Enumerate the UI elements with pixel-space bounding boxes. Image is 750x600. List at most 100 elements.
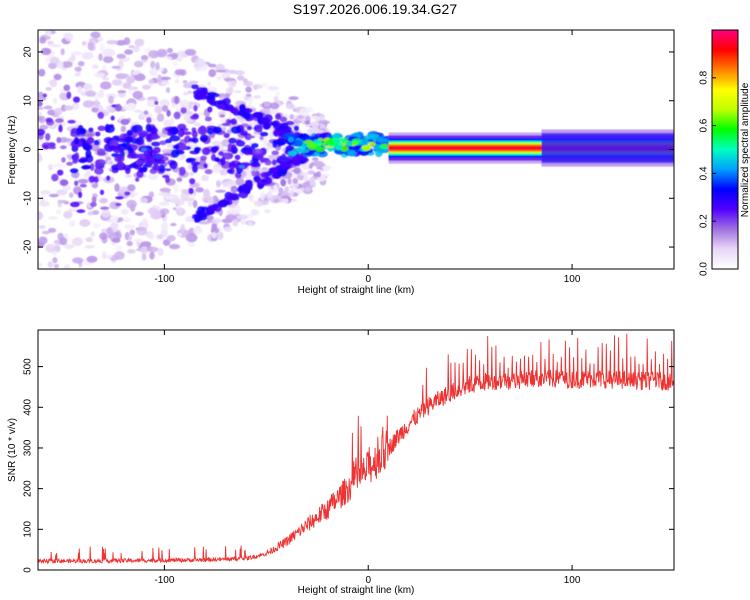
heatmap-cell bbox=[193, 104, 198, 112]
heatmap-cell bbox=[77, 178, 89, 184]
heatmap-cell bbox=[293, 125, 300, 132]
heatmap-cell bbox=[238, 165, 245, 169]
heatmap-cell bbox=[52, 163, 65, 168]
heatmap-cell bbox=[280, 195, 291, 199]
heatmap-cell bbox=[230, 125, 242, 134]
heatmap-cell bbox=[117, 217, 124, 222]
heatmap-cell bbox=[117, 90, 127, 94]
heatmap-cell bbox=[55, 118, 64, 123]
heatmap-cell bbox=[278, 163, 289, 170]
heatmap-cell bbox=[99, 197, 108, 204]
snr-ytick-label: 0 bbox=[23, 567, 34, 573]
heatmap-cell bbox=[110, 222, 119, 230]
heatmap-cell bbox=[261, 139, 269, 144]
heatmap-cell bbox=[126, 129, 133, 136]
heatmap-cell bbox=[234, 154, 241, 160]
heatmap-cell bbox=[38, 236, 48, 245]
heatmap-cell bbox=[273, 95, 279, 102]
heatmap-cell bbox=[61, 61, 73, 68]
heatmap-cell bbox=[219, 114, 226, 118]
heatmap-cell bbox=[270, 121, 279, 127]
heatmap-cell bbox=[102, 55, 114, 64]
heatmap-cell bbox=[175, 105, 181, 113]
heatmap-cell bbox=[134, 38, 145, 47]
heatmap-cell bbox=[275, 113, 282, 120]
heatmap-cell bbox=[237, 75, 245, 81]
heatmap-cell bbox=[337, 138, 346, 142]
heatmap-cell bbox=[51, 173, 59, 182]
heatmap-cell bbox=[43, 105, 53, 110]
heatmap-cell bbox=[256, 128, 263, 133]
heatmap-cell bbox=[206, 127, 214, 135]
heatmap-cell bbox=[185, 233, 198, 243]
heatmap-cell bbox=[45, 87, 52, 91]
heatmap-cell bbox=[207, 106, 213, 113]
heatmap-cell bbox=[177, 206, 183, 214]
heatmap-cell bbox=[47, 109, 56, 116]
heatmap-cell bbox=[90, 202, 97, 207]
heatmap-cell bbox=[243, 81, 253, 87]
snr-frame bbox=[37, 329, 675, 571]
heatmap-cell bbox=[102, 251, 107, 260]
heatmap-cell bbox=[180, 107, 187, 114]
snr-xlabel: Height of straight line (km) bbox=[298, 585, 415, 596]
heatmap-cell bbox=[297, 115, 304, 119]
heatmap-cell bbox=[154, 100, 159, 105]
heatmap-cell bbox=[70, 168, 79, 174]
heatmap-cell bbox=[287, 150, 297, 156]
heatmap-cell bbox=[194, 66, 201, 72]
chart-title: S197.2026.006.19.34.G27 bbox=[292, 1, 458, 17]
heatmap-cell bbox=[252, 148, 263, 155]
heatmap-cell bbox=[141, 253, 147, 261]
heatmap-cell bbox=[347, 149, 357, 157]
heatmap-cell bbox=[169, 160, 178, 170]
heatmap-cell bbox=[368, 141, 376, 147]
heatmap-cell bbox=[154, 105, 163, 114]
heatmap-cell bbox=[64, 243, 75, 250]
heatmap-cell bbox=[74, 66, 82, 72]
heatmap-cell bbox=[207, 91, 218, 96]
heatmap-cell bbox=[271, 159, 277, 166]
colorbar: 0.0 0.2 0.4 0.6 0.8 Normalized spectral ampl… bbox=[699, 29, 750, 276]
heatmap-cell bbox=[108, 145, 118, 151]
heatmap-cell bbox=[208, 121, 214, 126]
heatmap-cell bbox=[190, 142, 199, 149]
heatmap-cell bbox=[182, 80, 188, 84]
heatmap-cell bbox=[223, 133, 230, 139]
heatmap-cell bbox=[75, 127, 81, 136]
heatmap-cell bbox=[143, 110, 149, 115]
heatmap-cell bbox=[189, 80, 199, 84]
heatmap-cell bbox=[45, 117, 53, 123]
heatmap-cell bbox=[231, 144, 237, 153]
heatmap-cell bbox=[288, 189, 294, 197]
heatmap-cell bbox=[277, 129, 288, 135]
heatmap-ytick-label: -10 bbox=[23, 191, 34, 206]
heatmap-cell bbox=[261, 83, 268, 88]
heatmap-cell bbox=[62, 184, 71, 192]
heatmap-cell bbox=[155, 62, 160, 71]
heatmap-cell bbox=[137, 130, 148, 137]
heatmap-cell bbox=[114, 103, 122, 112]
heatmap-cell bbox=[100, 81, 112, 90]
heatmap-xtick-label: 0 bbox=[365, 274, 371, 285]
heatmap-ylabel: Frequency (Hz) bbox=[7, 116, 18, 185]
heatmap-cell bbox=[194, 94, 203, 101]
heatmap-cell bbox=[125, 167, 131, 175]
heatmap-cell bbox=[176, 177, 183, 182]
heatmap-cell bbox=[165, 176, 171, 184]
heatmap-cell bbox=[250, 143, 259, 148]
heatmap-cell bbox=[49, 79, 58, 88]
heatmap-cell bbox=[237, 214, 248, 220]
heatmap-cell bbox=[195, 187, 204, 193]
heatmap-cell bbox=[189, 171, 195, 176]
heatmap-cell bbox=[146, 246, 159, 253]
heatmap-cell bbox=[181, 188, 189, 194]
heatmap-cell bbox=[45, 133, 51, 141]
heatmap-cell bbox=[61, 157, 66, 163]
heatmap-cell bbox=[93, 72, 106, 78]
heatmap-cell bbox=[243, 150, 252, 156]
heatmap-cell bbox=[216, 103, 226, 110]
heatmap-cell bbox=[194, 58, 205, 67]
heatmap-cell bbox=[47, 40, 54, 45]
heatmap-cell bbox=[180, 224, 186, 233]
